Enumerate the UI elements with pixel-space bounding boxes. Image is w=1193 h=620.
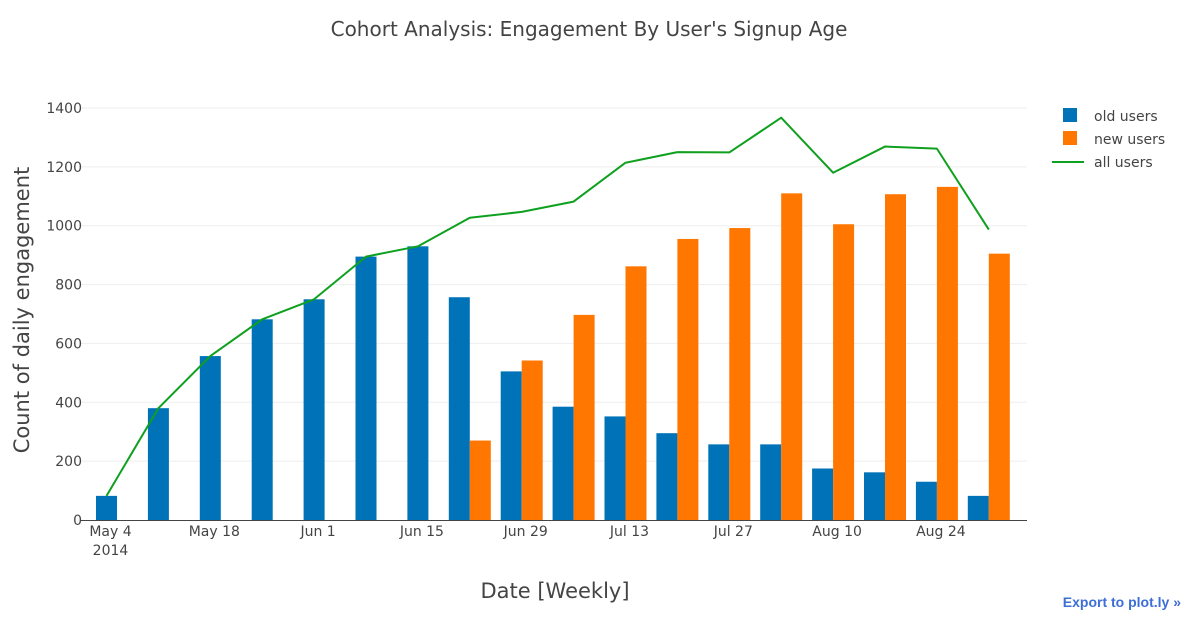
y-tick-label: 1200	[46, 160, 82, 176]
y-tick-label: 1000	[46, 219, 82, 235]
bar-old-users[interactable]	[147, 408, 169, 520]
bar-old-users[interactable]	[864, 472, 885, 520]
y-tick-label: 400	[55, 395, 82, 411]
y-tick-label: 800	[55, 278, 82, 294]
bar-old-users[interactable]	[656, 433, 678, 520]
bar-new-users[interactable]	[573, 314, 595, 520]
line-all-users[interactable]	[105, 116, 990, 497]
legend: old users new users all users	[1052, 108, 1165, 171]
y-tick-label: 0	[73, 513, 82, 529]
bar-old-users[interactable]	[303, 299, 325, 520]
chart-title: Cohort Analysis: Engagement By User's Si…	[331, 17, 848, 41]
y-tick-label: 200	[55, 454, 82, 470]
bar-new-users[interactable]	[729, 228, 751, 520]
x-tick-label: Jul 13	[609, 524, 649, 540]
bar-old-users[interactable]	[812, 468, 834, 521]
legend-swatch-old-users	[1063, 108, 1077, 122]
bar-new-users[interactable]	[677, 238, 699, 520]
x-tick-label: Jun 1	[299, 524, 335, 540]
bar-new-users[interactable]	[625, 266, 647, 520]
bar-old-users[interactable]	[760, 444, 782, 520]
x-axis-title: Date [Weekly]	[480, 579, 629, 603]
x-tick-label: Aug 24	[916, 524, 966, 540]
bar-old-users[interactable]	[448, 297, 470, 520]
x-axis-ticks: May 4 May 18 Jun 1 Jun 15 Jun 29 Jul 13 Jul 27…	[89, 524, 965, 559]
bars	[96, 186, 1010, 521]
bar-new-users[interactable]	[936, 186, 958, 520]
export-to-plotly-link[interactable]: Export to plot.ly »	[1062, 594, 1181, 610]
bar-old-users[interactable]	[604, 416, 626, 520]
x-tick-label: Jun 29	[503, 524, 548, 540]
bar-old-users[interactable]	[915, 481, 937, 520]
y-tick-label: 1400	[46, 101, 82, 117]
gridlines	[80, 107, 1027, 462]
bar-old-users[interactable]	[407, 246, 429, 521]
bar-old-users[interactable]	[967, 495, 989, 520]
legend-swatch-new-users	[1063, 131, 1077, 145]
x-tick-label: May 18	[189, 524, 240, 540]
bar-new-users[interactable]	[781, 193, 803, 521]
legend-item-new-users[interactable]: new users	[1063, 131, 1165, 148]
legend-label-all-users: all users	[1094, 155, 1153, 171]
x-tick-label: Jul 27	[713, 524, 753, 540]
legend-label-new-users: new users	[1094, 132, 1165, 148]
bar-new-users[interactable]	[833, 224, 855, 520]
x-tick-year: 2014	[93, 543, 129, 559]
bar-old-users[interactable]	[708, 444, 730, 520]
bar-new-users[interactable]	[469, 440, 491, 520]
bar-old-users[interactable]	[96, 495, 117, 520]
bar-old-users[interactable]	[552, 406, 574, 520]
bar-old-users[interactable]	[199, 356, 221, 520]
line-series	[105, 116, 990, 497]
legend-item-old-users[interactable]: old users	[1063, 108, 1158, 125]
bar-new-users[interactable]	[988, 253, 1010, 520]
x-tick-label: May 4	[89, 524, 131, 540]
y-axis-ticks: 0 200 400 600 800 1000 1200 1400	[46, 101, 82, 529]
y-tick-label: 600	[55, 336, 82, 352]
bar-old-users[interactable]	[355, 256, 377, 520]
bar-old-users[interactable]	[251, 319, 273, 520]
bar-new-users[interactable]	[521, 360, 543, 520]
legend-label-old-users: old users	[1094, 109, 1158, 125]
legend-item-all-users[interactable]: all users	[1052, 155, 1153, 171]
y-axis-title: Count of daily engagement	[10, 167, 34, 454]
bar-old-users[interactable]	[500, 371, 522, 520]
bar-new-users[interactable]	[885, 194, 906, 520]
x-tick-label: Jun 15	[399, 524, 444, 540]
x-tick-label: Aug 10	[812, 524, 862, 540]
